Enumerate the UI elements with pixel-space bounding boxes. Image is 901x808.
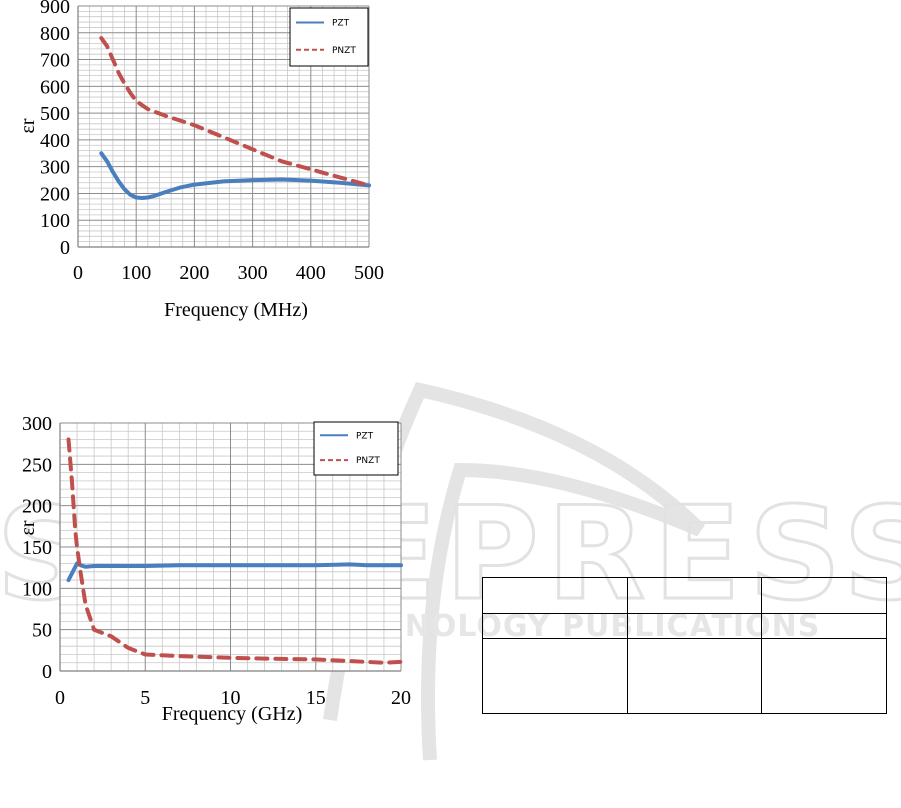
y-tick-label: 100	[40, 210, 70, 232]
x-tick-label: 400	[296, 262, 326, 284]
y-tick-label: 800	[40, 23, 70, 45]
table-row	[482, 577, 887, 614]
series-line-pnzt	[99, 36, 371, 188]
x-tick-label: 5	[140, 687, 150, 709]
chart-frequency-mhz: 0 100 200 300 400 500 600 700 800 900 0 100 200 300 40…	[17, 0, 384, 321]
x-tick-label: 10	[221, 687, 241, 709]
table-cell	[761, 577, 887, 614]
legend-box	[289, 7, 369, 67]
y-tick-label: 600	[40, 76, 70, 98]
y-tick-label: 250	[22, 454, 52, 476]
x-axis-title: Frequency (GHz)	[162, 703, 303, 725]
table-cell	[761, 638, 887, 714]
x-tick-label: 200	[179, 262, 209, 284]
chart-frequency-ghz: 0 50 100 150 200 250 300 0 5 10 15 20 Frequency (GH…	[17, 413, 411, 725]
y-axis-title: εr	[17, 118, 39, 133]
y-tick-label: 700	[40, 50, 70, 72]
empty-table	[482, 577, 887, 714]
table-cell	[627, 577, 762, 614]
table-cell	[627, 613, 762, 639]
table-cell	[482, 613, 628, 639]
x-tick-label: 0	[73, 262, 83, 284]
y-tick-label: 150	[22, 537, 52, 559]
legend-box	[313, 421, 399, 476]
y-tick-label: 100	[22, 578, 52, 600]
x-axis-title: Frequency (MHz)	[164, 299, 308, 321]
series-layer	[66, 437, 403, 665]
y-tick-label: 500	[40, 103, 70, 125]
legend-label-pzt: PZT	[356, 431, 374, 441]
y-tick-label: 50	[32, 620, 52, 642]
legend-label-pnzt: PNZT	[356, 456, 380, 466]
tick-labels: 0 50 100 150 200 250 300 0 5 10 15 20	[22, 413, 411, 709]
y-tick-label: 900	[40, 0, 70, 18]
table-row	[482, 613, 887, 639]
table-cell	[482, 577, 628, 614]
table-cell	[482, 638, 628, 714]
series-line-pzt	[99, 151, 371, 200]
series-line-pnzt	[66, 437, 403, 665]
y-tick-label: 0	[42, 661, 52, 683]
y-tick-label: 400	[40, 130, 70, 152]
y-tick-label: 300	[22, 413, 52, 435]
legend-label-pzt: PZT	[332, 19, 350, 29]
x-tick-label: 20	[391, 687, 411, 709]
y-axis-title: εr	[17, 520, 39, 535]
table-cell	[761, 613, 887, 639]
axes	[59, 423, 401, 672]
legend-label-pnzt: PNZT	[332, 46, 356, 56]
axes	[77, 6, 369, 248]
x-tick-label: 100	[121, 262, 151, 284]
x-tick-label: 500	[354, 262, 384, 284]
x-tick-label: 0	[55, 687, 65, 709]
table-row	[482, 638, 887, 714]
tick-labels: 0 100 200 300 400 500 600 700 800 900 0 100 200 300 40…	[40, 0, 384, 284]
x-tick-label: 15	[306, 687, 326, 709]
y-tick-label: 200	[22, 496, 52, 518]
y-tick-label: 200	[40, 183, 70, 205]
y-tick-label: 300	[40, 157, 70, 179]
legend: PZT PNZT	[313, 421, 399, 476]
table-cell	[627, 638, 762, 714]
y-tick-label: 0	[60, 237, 70, 259]
series-layer	[99, 36, 371, 200]
x-tick-label: 300	[238, 262, 268, 284]
legend: PZT PNZT	[289, 7, 369, 67]
